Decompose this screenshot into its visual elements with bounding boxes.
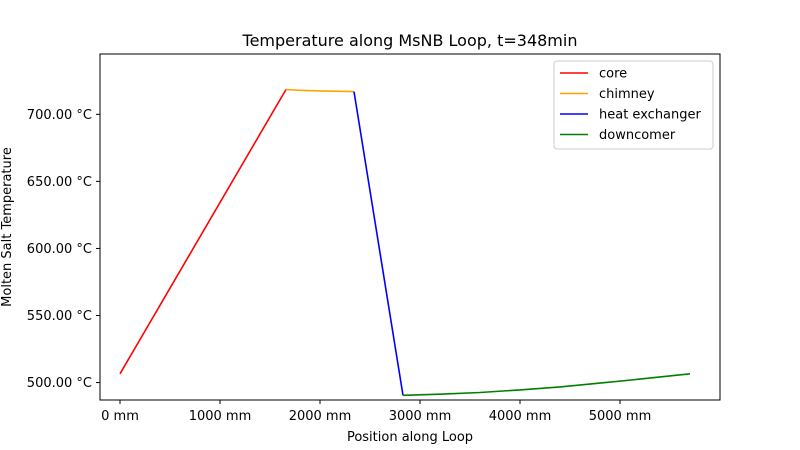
series-line-heat-exchanger [353, 91, 404, 396]
series-line-core [119, 89, 287, 375]
x-axis-title: Position along Loop [347, 430, 473, 445]
legend: core chimney heat exchanger downcomer [553, 60, 714, 150]
chart-title: Temperature along MsNB Loop, t=348min [242, 31, 578, 50]
y-tick-label: 650.00 °C [27, 175, 92, 190]
series-line-downcomer [402, 373, 691, 397]
legend-label: downcomer [599, 128, 676, 143]
y-tick-label: 500.00 °C [27, 376, 92, 391]
x-tick-label: 4000 mm [489, 409, 552, 424]
x-tick-label: 1000 mm [189, 409, 252, 424]
legend-label: heat exchanger [599, 108, 702, 123]
y-tick-label: 700.00 °C [27, 108, 92, 123]
y-tick-label: 550.00 °C [27, 309, 92, 324]
x-tick-label: 3000 mm [389, 409, 452, 424]
x-tick-label: 5000 mm [589, 409, 652, 424]
legend-box [553, 60, 714, 150]
series-line-chimney [285, 88, 355, 93]
y-axis-title: Molten Salt Temperature [0, 147, 15, 307]
y-tick-label: 600.00 °C [27, 242, 92, 257]
x-tick-label: 2000 mm [289, 409, 352, 424]
axes: 0 mm 1000 mm 2000 mm 3000 mm 4000 mm 5000 mm 5… [27, 53, 721, 424]
plot-frame [99, 53, 721, 401]
legend-label: chimney [599, 87, 655, 102]
plot-area [119, 88, 691, 397]
legend-label: core [599, 67, 627, 82]
x-tick-label: 0 mm [101, 409, 139, 424]
